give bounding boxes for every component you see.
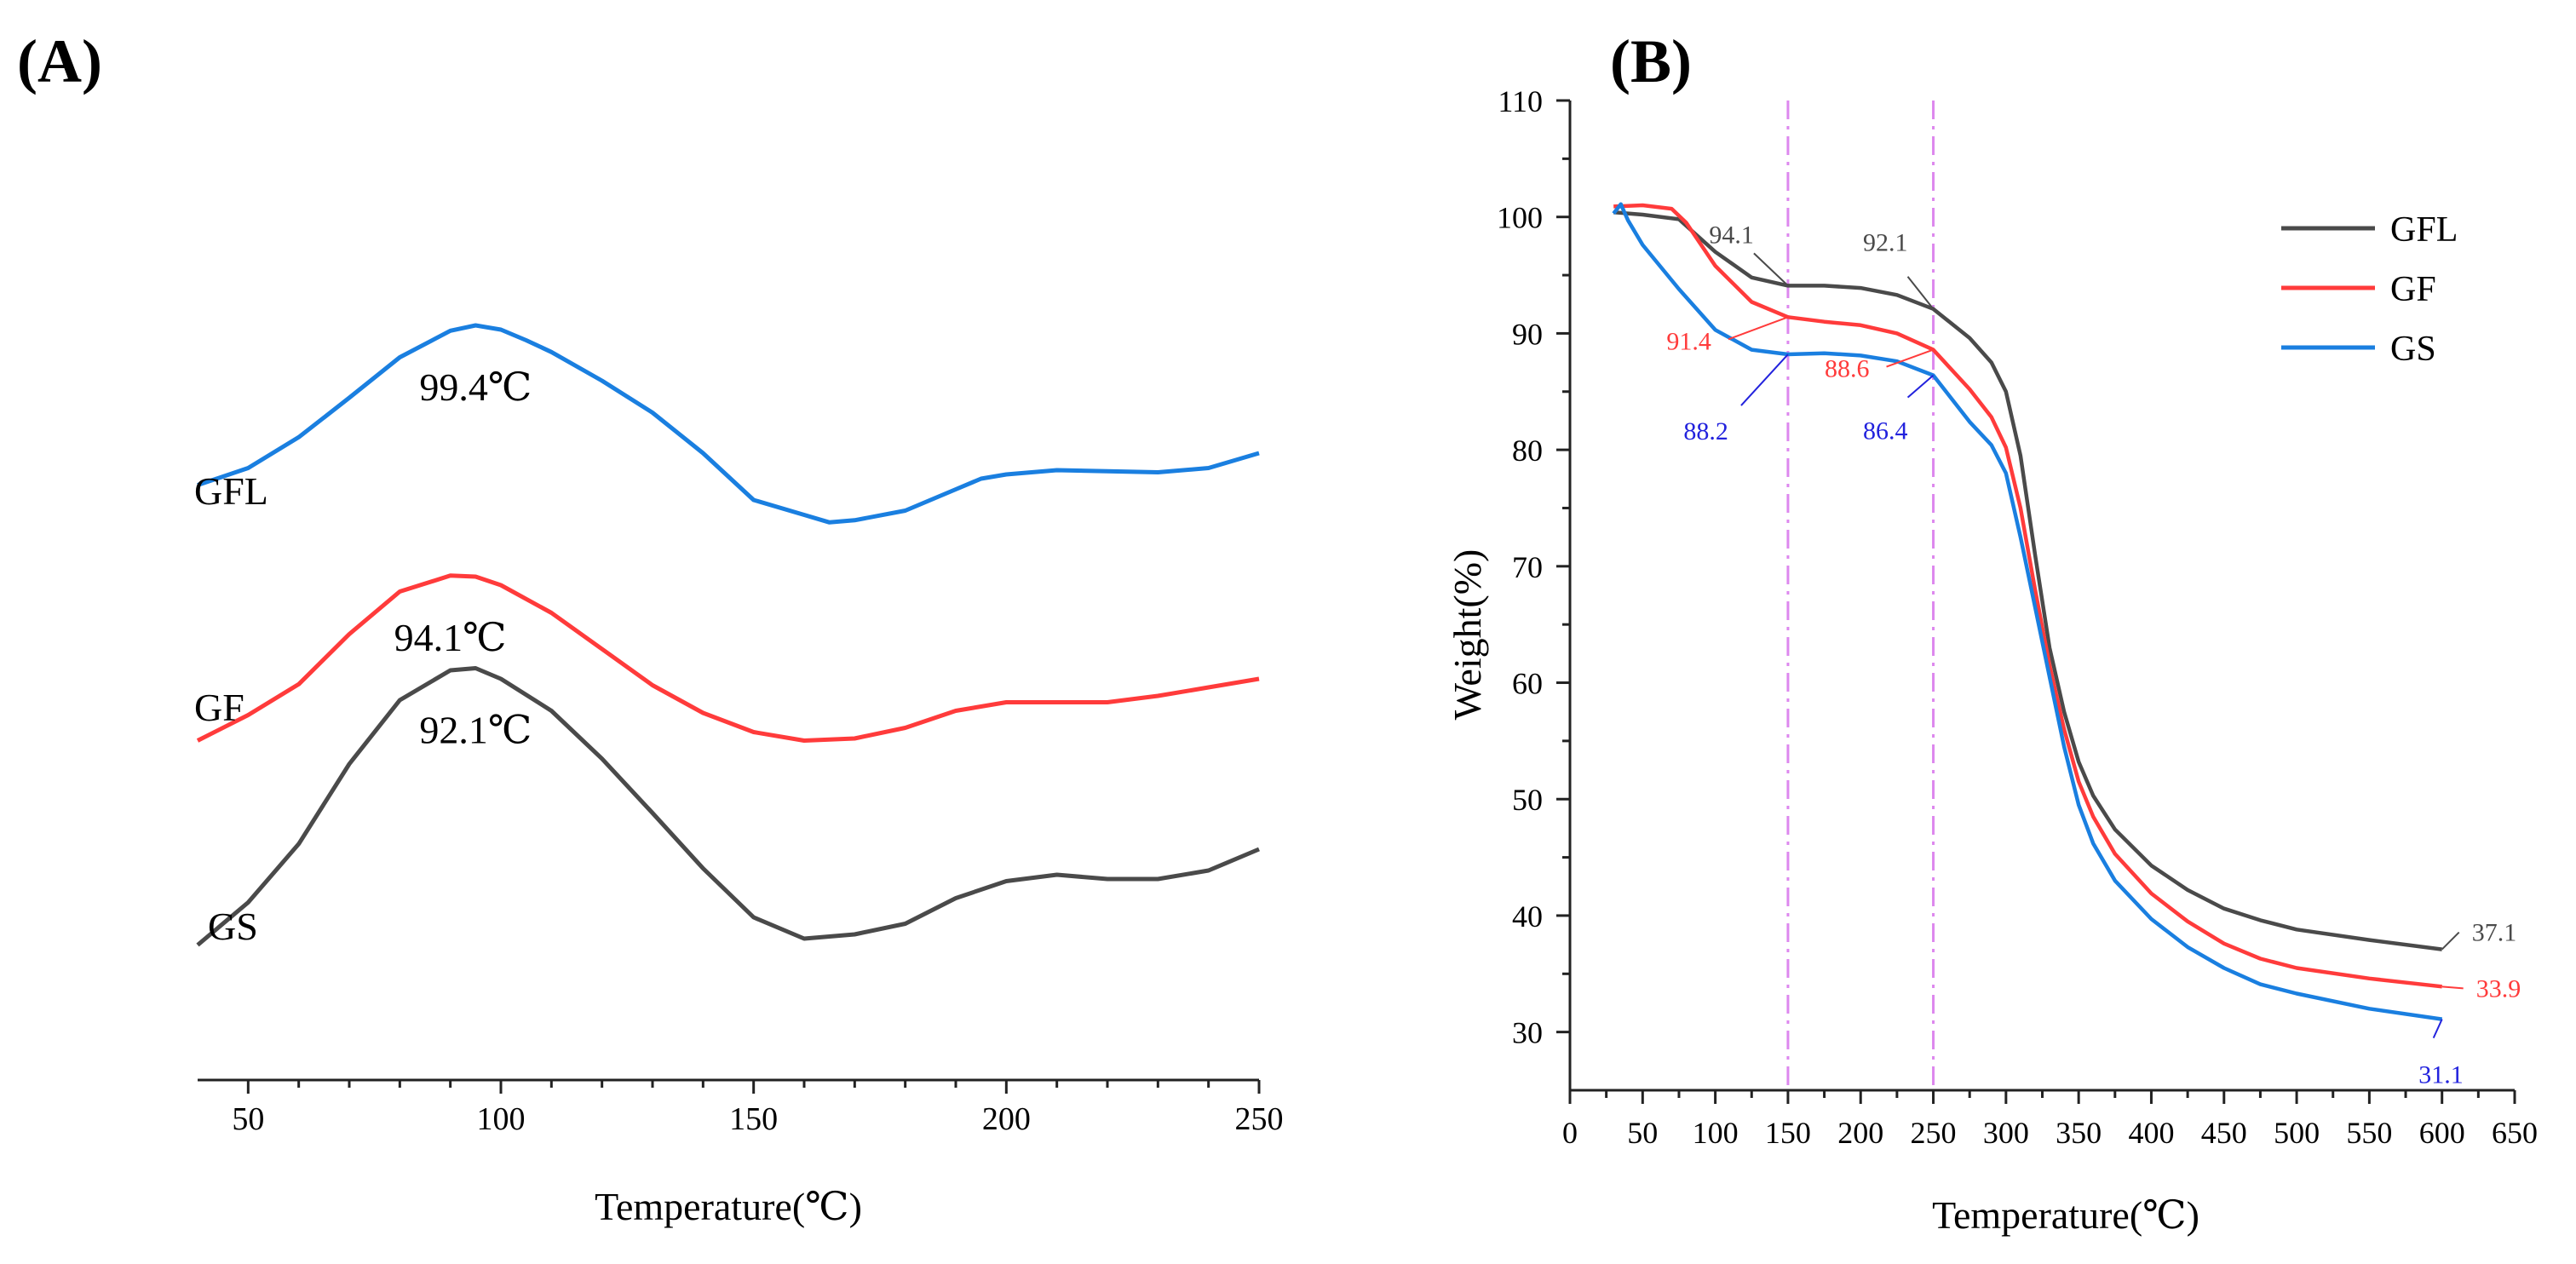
dsc-series-name: GS [208,905,258,948]
tga-annotation-leader [2441,931,2460,951]
tga-x-tick-label: 500 [2274,1116,2320,1150]
tga-annotation: 37.1 [2472,919,2517,947]
panel-b-label: (B) [1610,27,1692,95]
tga-annotation-leader [1753,252,1789,287]
tga-annotation: 91.4 [1666,327,1711,355]
tga-annotation-leader [1728,316,1789,341]
tga-annotation: 94.1 [1709,221,1754,249]
tga-annotation-leader [1906,374,1935,399]
dsc-series-name: GF [194,686,244,729]
dsc-series-name: GFL [194,469,268,513]
tga-x-tick-label: 250 [1911,1116,1957,1150]
tga-annotation: 88.2 [1683,417,1728,445]
tga-x-tick-label: 50 [1627,1116,1658,1150]
tga-x-tick-label: 150 [1765,1116,1811,1150]
tga-x-tick-label: 350 [2056,1116,2102,1150]
tga-annotation: 33.9 [2476,974,2521,1003]
tga-x-tick-label: 100 [1693,1116,1739,1150]
tga-x-axis-title: Temperature(℃) [1932,1193,2199,1237]
tga-y-tick-label: 40 [1512,899,1543,934]
tga-legend-label: GS [2390,330,2436,369]
tga-y-tick-label: 60 [1512,667,1543,701]
tga-x-tick-label: 200 [1837,1116,1883,1150]
tga-x-tick-label: 550 [2346,1116,2392,1150]
tga-annotation: 92.1 [1863,229,1908,257]
tga-curves [1612,202,2443,1021]
dsc-line-gs [196,666,1260,947]
dsc-x-tick-label: 150 [729,1101,778,1137]
tga-x-tick-label: 300 [1983,1116,2029,1150]
tga-line-gs [1612,202,2443,1021]
tga-annotation-leader [1906,276,1935,310]
tga-annotation: 31.1 [2418,1061,2464,1089]
tga-y-tick-label: 100 [1497,201,1543,235]
tga-x-tick-label: 400 [2128,1116,2174,1150]
tga-line-gfl [1613,210,2442,951]
tga-y-tick-label: 110 [1498,84,1543,118]
dsc-x-tick-label: 250 [1235,1101,1284,1137]
tga-annotation-leader [2441,985,2464,990]
dsc-series-names: GFL GF GS [194,469,268,948]
dsc-peak-label: 99.4℃ [419,365,532,409]
tga-y-axis-title: Weight(%) [1446,549,1489,721]
tga-legend: GFL GF GS [2281,210,2458,369]
tga-x-tick-label: 0 [1562,1116,1578,1150]
tga-annotation-leader [2432,1019,2443,1039]
tga-annotation-leader [1740,353,1789,406]
tga-y-tick-label: 80 [1512,434,1543,468]
dsc-line-gf [196,573,1260,743]
tga-annotation: 86.4 [1863,417,1908,445]
tga-guide-lines [1786,101,1935,1090]
tga-panel: (B) 0 50 100 150 200 250 300 350 400 450 500 550 600… [1446,27,2538,1237]
dsc-x-axis-title: Temperature(℃) [595,1185,862,1228]
dsc-x-axis: 50 100 150 200 250 [198,1078,1284,1137]
tga-line-gf [1613,203,2442,989]
tga-y-tick-label: 50 [1512,783,1543,817]
tga-x-tick-label: 600 [2419,1116,2465,1150]
tga-legend-label: GFL [2390,210,2458,250]
tga-x-tick-label: 650 [2492,1116,2538,1150]
tga-x-tick-label: 450 [2201,1116,2247,1150]
dsc-peak-label: 94.1℃ [394,616,507,659]
tga-y-tick-label: 90 [1512,317,1543,351]
panel-a-label: (A) [17,27,102,95]
tga-y-tick-label: 30 [1512,1016,1543,1050]
tga-annotation: 88.6 [1825,355,1870,383]
tga-annotations: 94.1 92.1 91.4 88.6 88.2 86.4 37.1 33.9 31.1 [1666,221,2521,1089]
dsc-curves [196,323,1260,947]
dsc-panel: (A) 50 100 150 200 250 GFL GF GS 99.4℃ 94.1℃ 92.… [17,27,1284,1228]
dsc-line-gfl [197,323,1260,525]
dsc-peak-label: 92.1℃ [419,709,532,752]
tga-y-tick-label: 70 [1512,550,1543,584]
tga-legend-label: GF [2390,270,2436,309]
tga-axes: 0 50 100 150 200 250 300 350 400 450 500 550 600 650 3… [1497,84,2538,1150]
dsc-x-tick-label: 50 [232,1101,264,1137]
dsc-x-tick-label: 100 [477,1101,526,1137]
dsc-peak-labels: 99.4℃ 94.1℃ 92.1℃ [394,365,532,752]
dsc-x-tick-label: 200 [982,1101,1031,1137]
tga-annotation-leader [1886,348,1934,368]
